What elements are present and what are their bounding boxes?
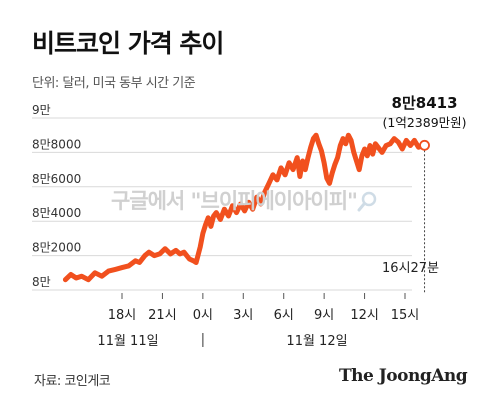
- chart-title: 비트코인 가격 추이: [32, 29, 224, 58]
- latest-time-label: 16시27분: [382, 261, 439, 276]
- unit-note: 단위: 달러, 미국 동부 시간 기준: [32, 76, 196, 91]
- day-label-right: 11월 12일: [286, 334, 347, 349]
- publisher-logo: The JoongAng: [339, 366, 468, 386]
- y-tick-label: 8만6000: [32, 172, 81, 186]
- day-label-left: 11월 11일: [97, 334, 158, 349]
- x-tick-label: 6시: [274, 308, 294, 323]
- grid-lines: [32, 117, 412, 291]
- series-line-btc: [62, 132, 427, 283]
- magnifier-icon: [357, 191, 377, 212]
- x-tick-label: 21시: [148, 308, 177, 323]
- y-tick-label: 8만2000: [32, 241, 81, 255]
- source-note: 자료: 코인게코: [34, 374, 111, 389]
- x-tick-label: 18시: [108, 308, 137, 323]
- y-tick-label: 8만8000: [32, 137, 81, 151]
- y-tick-label: 8만: [32, 275, 51, 289]
- y-tick-label: 9만: [32, 103, 51, 117]
- x-tick-label: 12시: [350, 308, 379, 323]
- x-tick-label: 9시: [314, 308, 334, 323]
- y-tick-label: 8만4000: [32, 206, 81, 220]
- x-tick-label: 15시: [391, 308, 420, 323]
- latest-point-dot: [419, 139, 430, 151]
- latest-value-label: 8만8413: [392, 94, 458, 112]
- watermark-text: 구글에서 "브이피에이아이피": [111, 189, 357, 213]
- x-tick-label: 3시: [233, 308, 253, 323]
- y-axis-ticks: 8만 8만2000 8만4000 8만6000 8만8000 9만: [32, 103, 81, 289]
- latest-value-krw-label: (1억2389만원): [383, 115, 467, 130]
- x-axis-ticks: 18시 21시 0시 3시 6시 9시 12시 15시: [108, 293, 420, 323]
- x-tick-label: 0시: [193, 308, 213, 323]
